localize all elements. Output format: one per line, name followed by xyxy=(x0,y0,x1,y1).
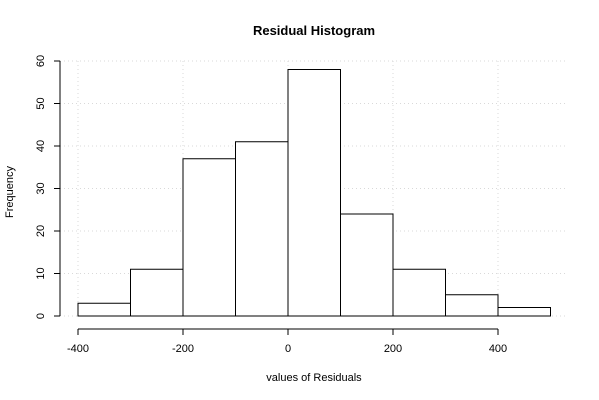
y-tick-label: 0 xyxy=(35,313,47,319)
chart-title: Residual Histogram xyxy=(253,23,375,38)
x-tick-label: 200 xyxy=(384,343,402,355)
x-tick-label: 400 xyxy=(489,343,507,355)
histogram-bar xyxy=(235,141,289,317)
histogram-bar xyxy=(445,294,499,317)
histogram-bar xyxy=(340,213,394,317)
histogram-bar xyxy=(182,158,236,317)
histogram-bar xyxy=(497,307,551,317)
x-axis-label: values of Residuals xyxy=(266,372,362,384)
y-tick-label: 20 xyxy=(35,225,47,237)
histogram-bar xyxy=(130,268,184,317)
histogram-bar xyxy=(77,302,131,317)
bars xyxy=(77,69,551,317)
y-tick-label: 30 xyxy=(35,182,47,194)
y-axis-label: Frequency xyxy=(4,166,16,218)
x-axis: -400 -200 0 200 400 xyxy=(67,328,507,355)
y-tick-label: 50 xyxy=(35,97,47,109)
x-tick-label: 0 xyxy=(285,343,291,355)
y-axis: 0 10 20 30 40 50 60 xyxy=(35,55,61,319)
y-tick-label: 60 xyxy=(35,55,47,67)
x-tick-label: -400 xyxy=(67,343,89,355)
histogram-bar xyxy=(287,69,341,317)
y-tick-label: 10 xyxy=(35,267,47,279)
histogram-bar xyxy=(392,268,446,317)
y-tick-label: 40 xyxy=(35,140,47,152)
x-tick-label: -200 xyxy=(172,343,194,355)
